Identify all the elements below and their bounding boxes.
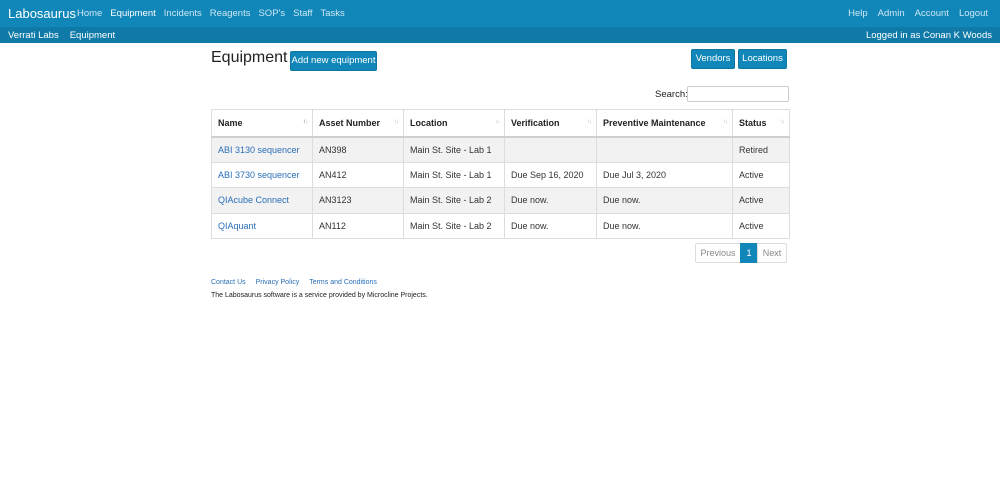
nav-equipment[interactable]: Equipment	[110, 8, 156, 19]
column-header-status[interactable]: Status ↑↓	[732, 109, 790, 138]
locations-button[interactable]: Locations	[738, 49, 787, 69]
cell-location: Main St. Site - Lab 2	[403, 187, 505, 214]
cell-status: Retired	[732, 136, 790, 163]
page-title: Equipment	[211, 49, 288, 66]
equipment-table: Name ↑↓ Asset Number ↑↓ Location ↑↓ Verific…	[211, 109, 790, 239]
cell-maintenance: Due Jul 3, 2020	[596, 161, 733, 188]
table-row: QIAquant AN112 Main St. Site - Lab 2 Due…	[211, 212, 790, 239]
sort-icon: ↑↓	[586, 118, 592, 125]
cell-verification: Due now.	[504, 212, 597, 239]
breadcrumb-equipment[interactable]: Equipment	[69, 30, 116, 41]
nav-account[interactable]: Account	[914, 8, 949, 19]
cell-name: QIAcube Connect	[211, 187, 313, 214]
footer-note: The Labosaurus software is a service pro…	[211, 292, 428, 299]
cell-asset-number: AN3123	[312, 187, 404, 214]
cell-status: Active	[732, 187, 790, 214]
nav-help[interactable]: Help	[848, 8, 868, 19]
cell-verification: Due now.	[504, 187, 597, 214]
table-header-row: Name ↑↓ Asset Number ↑↓ Location ↑↓ Verific…	[211, 109, 790, 138]
cell-verification	[504, 136, 597, 163]
column-header-verification[interactable]: Verification ↑↓	[504, 109, 597, 138]
nav-reagents[interactable]: Reagents	[209, 8, 251, 19]
footer-links: Contact Us Privacy Policy Terms and Cond…	[211, 279, 387, 286]
footer-terms-link[interactable]: Terms and Conditions	[309, 279, 377, 286]
equipment-link[interactable]: QIAquant	[218, 220, 257, 231]
equipment-link[interactable]: QIAcube Connect	[218, 195, 290, 206]
sort-icon: ↑↓	[494, 118, 500, 125]
search-label: Search:	[655, 89, 688, 100]
next-page-button[interactable]: Next	[757, 243, 787, 263]
nav-staff[interactable]: Staff	[293, 8, 313, 19]
vendors-button[interactable]: Vendors	[691, 49, 735, 69]
breadcrumb: Verrati Labs Equipment	[8, 30, 126, 41]
logged-in-user: Logged in as Conan K Woods	[865, 30, 992, 41]
cell-maintenance: Due now.	[596, 212, 733, 239]
cell-verification: Due Sep 16, 2020	[504, 161, 597, 188]
table-row: ABI 3130 sequencer AN398 Main St. Site -…	[211, 136, 790, 163]
top-navbar	[0, 0, 1000, 27]
cell-maintenance: Due now.	[596, 187, 733, 214]
nav-admin[interactable]: Admin	[877, 8, 905, 19]
cell-location: Main St. Site - Lab 1	[403, 136, 505, 163]
cell-asset-number: AN412	[312, 161, 404, 188]
cell-name: QIAquant	[211, 212, 313, 239]
footer-privacy-link[interactable]: Privacy Policy	[255, 279, 300, 286]
equipment-link[interactable]: ABI 3730 sequencer	[218, 169, 300, 180]
sort-icon: ↑↓	[779, 118, 785, 125]
cell-asset-number: AN398	[312, 136, 404, 163]
column-header-asset-number[interactable]: Asset Number ↑↓	[312, 109, 404, 138]
cell-maintenance	[596, 136, 733, 163]
nav-tasks[interactable]: Tasks	[320, 8, 345, 19]
breadcrumb-lab[interactable]: Verrati Labs	[8, 30, 59, 41]
search-input[interactable]	[687, 86, 789, 102]
cell-status: Active	[732, 212, 790, 239]
cell-location: Main St. Site - Lab 2	[403, 212, 505, 239]
nav-sops[interactable]: SOP's	[258, 8, 286, 19]
cell-asset-number: AN112	[312, 212, 404, 239]
table-row: QIAcube Connect AN3123 Main St. Site - L…	[211, 187, 790, 214]
column-header-preventive-maintenance[interactable]: Preventive Maintenance ↑↓	[596, 109, 733, 138]
column-header-location[interactable]: Location ↑↓	[403, 109, 505, 138]
cell-location: Main St. Site - Lab 1	[403, 161, 505, 188]
footer-contact-link[interactable]: Contact Us	[211, 279, 246, 286]
equipment-link[interactable]: ABI 3130 sequencer	[218, 144, 300, 155]
page-1-button[interactable]: 1	[740, 243, 758, 263]
sub-navbar	[0, 27, 1000, 43]
sort-icon: ↑↓	[302, 118, 308, 125]
main-nav: Home Equipment Incidents Reagents SOP's …	[77, 8, 353, 19]
sort-icon: ↑↓	[722, 118, 728, 125]
previous-page-button[interactable]: Previous	[695, 243, 741, 263]
pagination: Previous 1 Next	[695, 243, 787, 263]
sort-icon: ↑↓	[393, 118, 399, 125]
nav-logout[interactable]: Logout	[958, 8, 988, 19]
nav-incidents[interactable]: Incidents	[163, 8, 202, 19]
nav-home[interactable]: Home	[77, 8, 103, 19]
user-nav: Help Admin Account Logout	[838, 8, 988, 19]
cell-name: ABI 3130 sequencer	[211, 136, 313, 163]
column-header-name[interactable]: Name ↑↓	[211, 109, 313, 138]
table-row: ABI 3730 sequencer AN412 Main St. Site -…	[211, 161, 790, 188]
cell-status: Active	[732, 161, 790, 188]
cell-name: ABI 3730 sequencer	[211, 161, 313, 188]
brand-logo[interactable]: Labosaurus	[8, 6, 76, 21]
add-equipment-button[interactable]: Add new equipment	[290, 51, 377, 71]
